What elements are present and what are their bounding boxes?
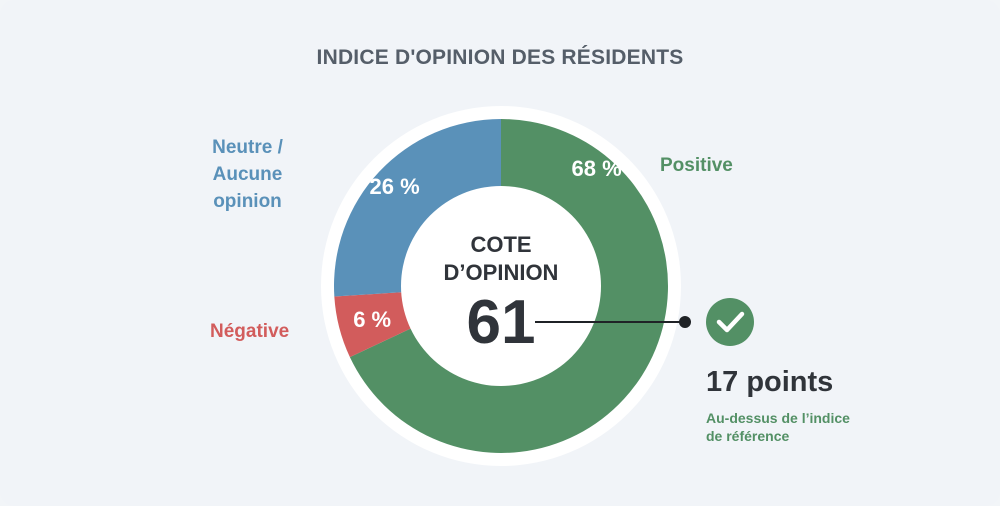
legend-label-positive: Positive: [660, 155, 733, 176]
benchmark-caption-line2: de référence: [706, 428, 790, 444]
check-icon: [706, 298, 754, 346]
legend-label-negative: Négative: [210, 321, 290, 342]
benchmark-points: 17 points: [706, 366, 834, 398]
chart-title: INDICE D'OPINION DES RÉSIDENTS: [316, 46, 684, 69]
slice-value-label: 6 %: [353, 307, 391, 332]
legend-label-neutral: Neutre / Aucune opinion: [180, 134, 315, 215]
center-label-line2: D’OPINION: [444, 260, 559, 285]
slice-value-labels: 68 % 6 % 26 %: [353, 156, 621, 332]
legend-label-neutral-line1: Neutre /: [212, 137, 283, 158]
callout-dot: [679, 316, 691, 328]
donut-hole: [401, 186, 601, 386]
center-label-line1: COTE: [470, 232, 531, 257]
center-score: 61: [467, 288, 536, 357]
slice-value-label: 26 %: [369, 174, 419, 199]
benchmark-caption: Au-dessus de l’indice de référence: [706, 409, 896, 445]
benchmark-caption-line1: Au-dessus de l’indice: [706, 410, 850, 426]
legend-label-neutral-line2: Aucune opinion: [212, 164, 283, 212]
slice-value-label: 68 %: [571, 156, 621, 181]
